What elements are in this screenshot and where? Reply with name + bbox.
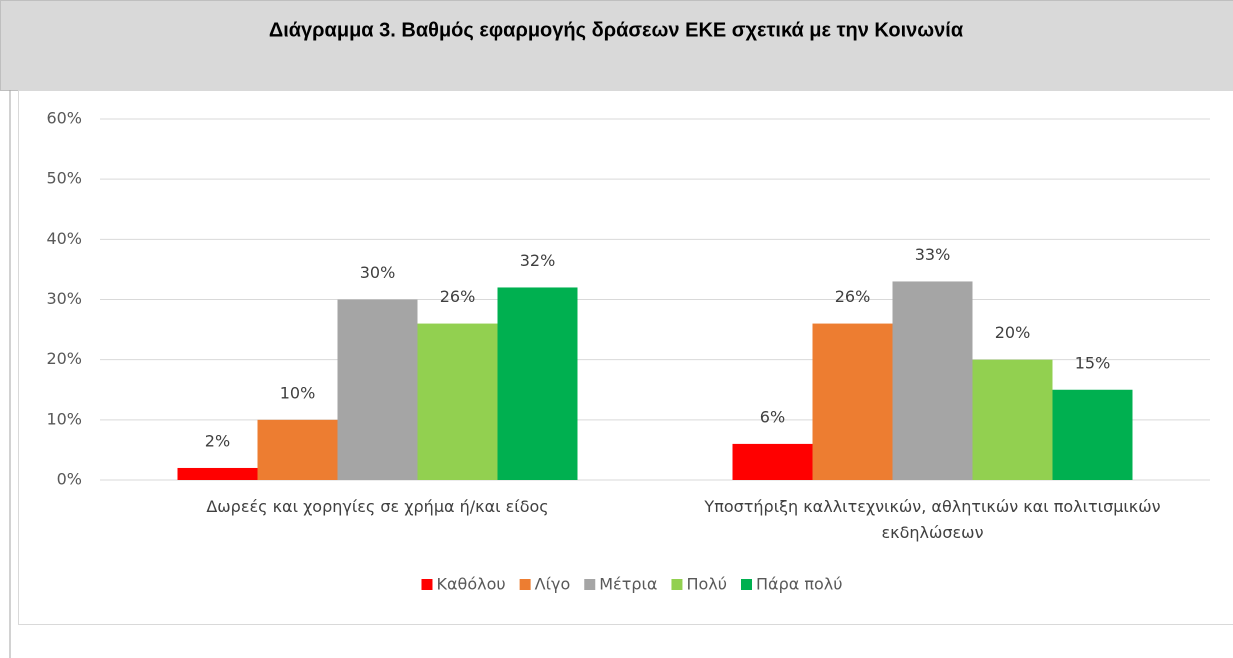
bar [892,281,973,480]
data-label: 32% [520,251,556,270]
data-label: 26% [835,287,871,306]
bar [972,359,1053,480]
legend-label: Λίγο [535,575,571,594]
bar [812,323,893,480]
x-tick-label: Υποστήριξη καλλιτεχνικών, αθλητικών και … [704,497,1161,542]
chart-title: Διάγραμμα 3. Βαθμός εφαρμογής δράσεων ΕΚ… [269,19,964,41]
y-tick-label: 10% [46,409,82,428]
legend-label: Μέτρια [599,575,657,594]
y-tick-label: 20% [46,349,82,368]
legend-swatch [584,579,596,590]
data-label: 2% [205,431,230,450]
data-label: 15% [1075,353,1111,372]
bar [257,419,338,480]
legend-swatch [519,579,531,590]
bar [337,299,418,480]
bar [497,287,578,480]
y-tick-label: 50% [46,169,82,188]
data-label: 26% [440,287,476,306]
y-tick-label: 0% [57,470,82,489]
y-tick-label: 60% [46,109,82,128]
data-label: 30% [360,263,396,282]
legend-swatch [421,579,433,590]
data-label: 6% [760,407,785,426]
y-tick-label: 40% [46,229,82,248]
x-tick-label: Δωρεές και χορηγίες σε χρήμα ή/και είδος [206,497,549,516]
data-label: 33% [915,245,951,264]
legend-swatch [741,579,752,590]
bar [1052,389,1133,480]
bar [732,443,813,480]
legend-label: Καθόλου [436,575,505,594]
legend-label: Πάρα πολύ [756,575,843,594]
data-label: 10% [280,383,316,402]
bar [417,323,498,480]
bar [177,467,258,480]
title-banner [0,0,1233,91]
y-tick-label: 30% [46,289,82,308]
legend-label: Πολύ [686,575,727,594]
legend-swatch [671,579,683,590]
data-label: 20% [995,323,1031,342]
